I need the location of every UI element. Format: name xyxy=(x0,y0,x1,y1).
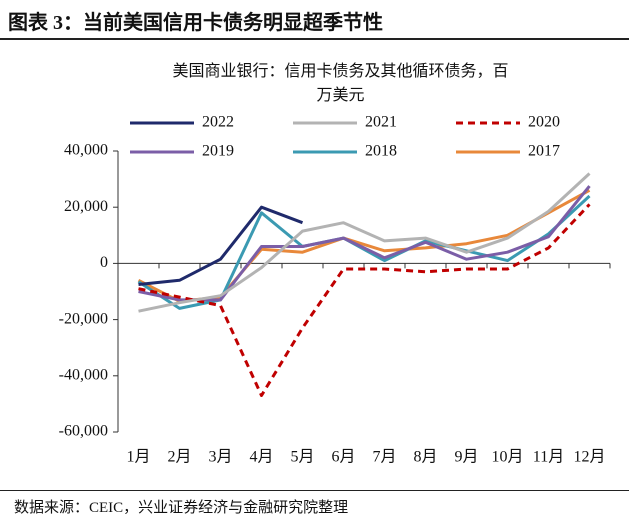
y-tick-label: 0 xyxy=(100,254,108,271)
y-tick-label: -20,000 xyxy=(59,310,108,327)
x-tick-label: 3月 xyxy=(208,449,232,466)
x-tick-label: 9月 xyxy=(454,449,478,466)
x-tick-label: 12月 xyxy=(573,449,605,466)
series-line xyxy=(138,203,591,397)
x-tick-label: 5月 xyxy=(290,449,314,466)
series-line xyxy=(138,205,304,286)
series-line xyxy=(137,194,591,310)
x-tick-label: 8月 xyxy=(413,449,437,466)
x-tick-label: 11月 xyxy=(533,449,564,466)
rule xyxy=(0,38,629,40)
legend-label: 2021 xyxy=(365,114,397,131)
x-tick-label: 4月 xyxy=(249,449,273,466)
x-tick-label: 10月 xyxy=(491,449,523,466)
y-tick-label: -60,000 xyxy=(59,423,108,440)
x-tick-label: 2月 xyxy=(167,449,191,466)
y-tick-label: 20,000 xyxy=(64,198,108,215)
rule xyxy=(0,490,629,491)
source-note: 数据来源：CEIC，兴业证券经济与金融研究院整理 xyxy=(14,500,349,516)
legend-label: 2019 xyxy=(202,143,234,160)
legend-label: 2018 xyxy=(365,143,397,160)
series-line xyxy=(138,172,591,313)
chart-subtitle: 美国商业银行：信用卡债务及其他循环债务，百万美元 xyxy=(172,63,509,104)
x-tick-label: 7月 xyxy=(372,449,396,466)
legend-label: 2022 xyxy=(202,114,234,131)
figure-title: 图表 3：当前美国信用卡债务明显超季节性 xyxy=(8,12,383,34)
x-tick-label: 6月 xyxy=(331,449,355,466)
y-tick-label: -40,000 xyxy=(59,366,108,383)
y-tick-label: 40,000 xyxy=(64,142,108,159)
legend-label: 2020 xyxy=(528,114,560,131)
series-line xyxy=(138,185,591,302)
x-tick-label: 1月 xyxy=(126,449,150,466)
legend-label: 2017 xyxy=(528,143,560,160)
